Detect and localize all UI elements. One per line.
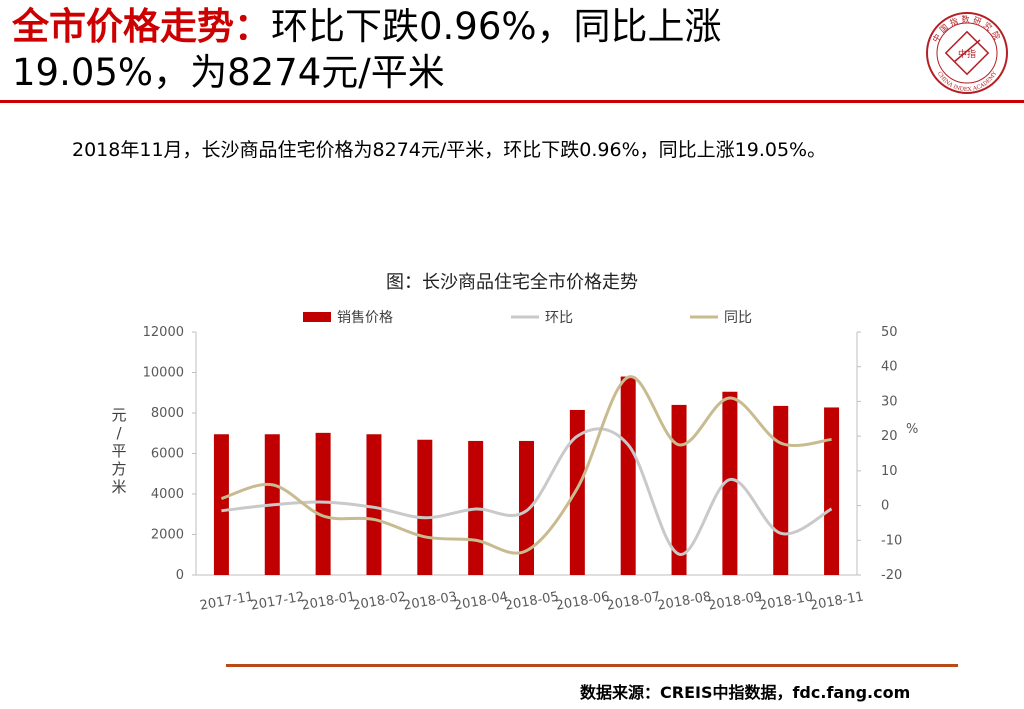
x-tick-label: 2018-01 (300, 589, 356, 613)
legend-label-yoy: 同比 (724, 310, 752, 326)
legend-label-sales-price: 销售价格 (337, 310, 393, 326)
headline-accent: 全市价格走势： (12, 5, 271, 48)
x-tick-label: 2017-12 (250, 589, 306, 613)
y-axis-label-right: % (906, 422, 918, 437)
x-tick-label: 2018-08 (656, 589, 712, 613)
bar-sales-price (213, 434, 229, 575)
legend-swatch-sales-price (303, 312, 331, 322)
legend: 销售价格 环比 同比 (303, 310, 752, 326)
y-axis-label-char: 平 (111, 442, 126, 460)
bar-sales-price (569, 409, 585, 575)
x-tick-label: 2018-09 (707, 589, 763, 613)
bar-sales-price (366, 434, 382, 575)
y-tick-label-left: 2000 (151, 528, 184, 543)
y-tick-label-left: 0 (176, 568, 184, 583)
chart-title: 图：长沙商品住宅全市价格走势 (386, 272, 638, 293)
bottom-divider (226, 664, 958, 667)
x-tick-label: 2018-04 (453, 589, 509, 613)
y-axis-label-char: / (116, 424, 122, 442)
x-tick-label: 2018-11 (809, 589, 865, 613)
x-tick-label: 2018-03 (402, 589, 458, 613)
y-tick-label-left: 8000 (151, 406, 184, 421)
x-tick-label: 2017-11 (199, 589, 255, 613)
bar-sales-price (671, 404, 687, 575)
bar-sales-price (417, 439, 433, 575)
bar-sales-price (519, 440, 534, 575)
logo-center-text: 中指 (958, 48, 976, 60)
y-axis-label-char: 方 (111, 460, 126, 478)
y-tick-label-right: 40 (881, 360, 898, 375)
summary-text: 2018年11月，长沙商品住宅价格为8274元/平米，环比下跌0.96%，同比上… (72, 139, 827, 161)
y-tick-label-right: -20 (881, 568, 902, 583)
bar-sales-price (315, 432, 331, 575)
y-tick-label-right: 20 (881, 429, 898, 444)
y-tick-label-left: 6000 (151, 447, 184, 462)
line-yoy (220, 375, 832, 555)
bar-sales-price (773, 405, 789, 575)
y-tick-label-right: 30 (881, 394, 898, 409)
top-divider (0, 100, 1024, 103)
y-axis-label-char: 米 (111, 478, 126, 496)
y-axis-label-char: 元 (111, 406, 126, 424)
y-tick-label-right: 0 (881, 499, 889, 514)
x-tick-label: 2018-05 (504, 589, 560, 613)
y-tick-label-right: 50 (881, 325, 898, 340)
y-tick-label-left: 12000 (143, 325, 184, 340)
bar-sales-price (824, 407, 840, 575)
x-tick-label: 2018-10 (758, 589, 814, 613)
x-tick-label: 2018-02 (351, 589, 407, 613)
y-tick-label-left: 10000 (143, 366, 184, 381)
bar-sales-price (722, 391, 738, 575)
bar-sales-price (620, 376, 636, 575)
y-tick-label-right: 10 (881, 464, 898, 479)
x-tick-label: 2018-06 (555, 589, 611, 613)
line-mom (221, 427, 833, 556)
y-tick-label-left: 4000 (151, 487, 184, 502)
data-source: 数据来源：CREIS中指数据，fdc.fang.com (580, 683, 911, 702)
y-tick-label-right: -10 (881, 533, 902, 548)
headline-rest: 环比下跌0.96%，同比上涨19.05%，为8274元/平米 (12, 5, 722, 94)
legend-label-mom: 环比 (545, 310, 573, 326)
headline: 全市价格走势：环比下跌0.96%，同比上涨19.05%，为8274元/平米 (12, 4, 892, 96)
x-tick-label: 2018-07 (606, 589, 662, 613)
